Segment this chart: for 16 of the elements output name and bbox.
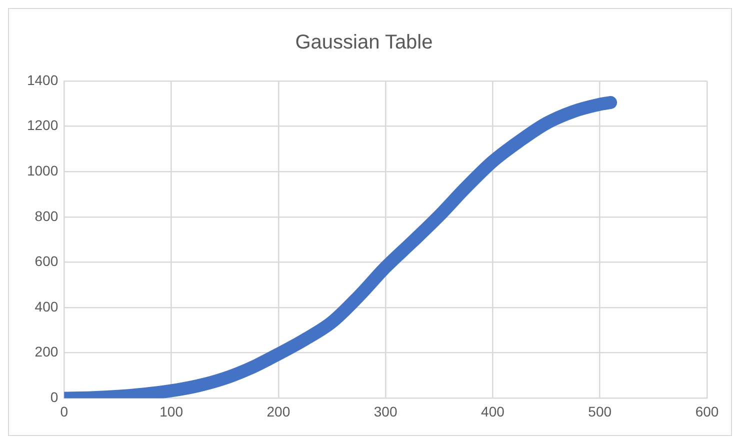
x-tick-label: 500 bbox=[588, 403, 612, 420]
x-tick-label: 300 bbox=[374, 403, 398, 420]
y-tick-label: 400 bbox=[34, 298, 58, 314]
x-tick-label: 0 bbox=[60, 403, 68, 420]
y-tick-label: 1200 bbox=[26, 117, 58, 134]
y-tick-label: 200 bbox=[34, 344, 58, 360]
chart-title: Gaussian Table bbox=[295, 32, 433, 54]
y-tick-label: 800 bbox=[34, 208, 58, 224]
x-tick-label: 400 bbox=[481, 403, 505, 420]
y-tick-label: 600 bbox=[34, 253, 58, 270]
y-tick-label: 1000 bbox=[26, 162, 58, 178]
y-tick-label: 1400 bbox=[26, 72, 58, 88]
x-tick-label: 100 bbox=[160, 403, 184, 420]
x-tick-label: 600 bbox=[695, 403, 719, 420]
x-tick-label: 200 bbox=[266, 403, 290, 420]
y-tick-label: 0 bbox=[50, 389, 58, 406]
